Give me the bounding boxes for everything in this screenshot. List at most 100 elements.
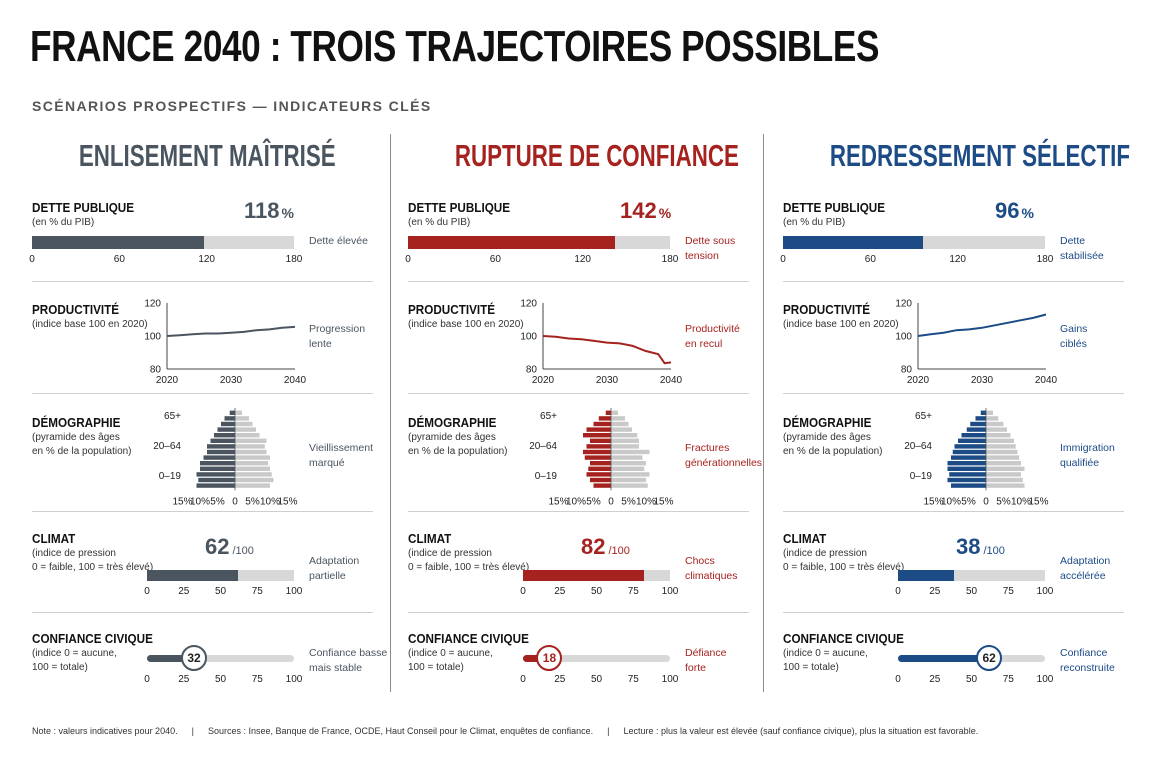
productivity-label: PRODUCTIVITÉ — [408, 302, 496, 317]
climate-note-2: partielle — [309, 570, 346, 582]
scenario-title: REDRESSEMENT SÉLECTIF — [829, 138, 1131, 173]
pyramid-bar-right — [986, 433, 1011, 438]
trust-label: CONFIANCE CIVIQUE — [783, 631, 904, 646]
pyramid-bar-right — [611, 472, 650, 477]
productivity-line — [917, 313, 1047, 337]
debt-axis-tick: 60 — [489, 254, 501, 265]
productivity-note-1: Gains — [1060, 323, 1088, 335]
trust-value-marker: 18 — [536, 645, 563, 671]
pyramid-bar-right — [611, 455, 643, 460]
pyramid-bar-right — [611, 477, 646, 483]
climate-sublabel: 0 = faible, 100 = très élevé) — [408, 562, 530, 573]
trust-value-marker: 62 — [976, 645, 1003, 671]
productivity-y-tick: 80 — [526, 365, 538, 376]
climate-note-2: climatiques — [685, 570, 738, 582]
pyramid-bar-right — [986, 472, 1021, 477]
trust-sublabel: (indice 0 = aucune, — [408, 648, 493, 659]
pyramid-x-tick: 0 — [232, 496, 238, 507]
debt-unit: % — [1021, 205, 1034, 221]
trust-bar-fill — [898, 655, 990, 662]
trust-sublabel: (indice 0 = aucune, — [783, 648, 868, 659]
trust-note-2: mais stable — [309, 662, 363, 674]
trust-axis-tick: 0 — [895, 674, 901, 685]
pyramid-x-tick: 0 — [983, 496, 989, 507]
pyramid-bar-right — [611, 433, 638, 438]
pyramid-bar-right — [986, 438, 1014, 443]
productivity-y-tick: 80 — [150, 365, 162, 376]
debt-sublabel: (en % du PIB) — [32, 217, 95, 228]
pyramid-x-tick: 15% — [172, 496, 192, 507]
pyramid-x-tick: 5% — [210, 496, 225, 507]
productivity-line — [542, 335, 672, 365]
trust-axis-tick: 25 — [178, 674, 190, 685]
trust-bar-track — [147, 655, 294, 662]
climate-bar-track — [523, 570, 670, 581]
trust-axis-tick: 50 — [965, 674, 978, 685]
debt-axis-tick: 120 — [574, 254, 591, 265]
debt-axis-tick: 180 — [285, 254, 303, 265]
pyramid-bar-left — [593, 483, 611, 488]
pyramid-bar-left — [961, 433, 986, 438]
pyramid-bar-right — [235, 449, 267, 455]
productivity-x-tick: 2020 — [907, 375, 930, 386]
climate-unit: /100 — [983, 545, 1005, 557]
climate-axis-tick: 75 — [1002, 586, 1014, 597]
pyramid-age-tick: 65+ — [915, 411, 932, 422]
pyramid-bar-left — [207, 444, 235, 449]
pyramid-bar-left — [947, 466, 986, 471]
debt-axis-tick: 60 — [113, 254, 125, 265]
pyramid-age-tick: 20–64 — [904, 441, 932, 452]
scenario-title: RUPTURE DE CONFIANCE — [454, 138, 739, 173]
productivity-x-tick: 2040 — [284, 375, 307, 386]
pyramid-bar-right — [611, 416, 625, 421]
section-divider — [783, 612, 1124, 613]
debt-unit: % — [281, 205, 294, 221]
climate-axis-tick: 25 — [178, 586, 190, 597]
section-divider — [408, 281, 749, 282]
pyramid-bar-left — [588, 466, 611, 471]
productivity-sublabel: (indice base 100 en 2020) — [32, 319, 148, 330]
demography-label: DÉMOGRAPHIE — [32, 415, 121, 430]
climate-value-number: 62 — [205, 534, 230, 559]
pyramid-bar-right — [611, 466, 645, 471]
trust-note-1: Confiance basse — [309, 647, 388, 659]
pyramid-bar-right — [986, 477, 1023, 483]
footer-sources: Sources : Insee, Banque de France, OCDE,… — [207, 726, 594, 736]
pyramid-bar-left — [590, 477, 611, 483]
productivity-label: PRODUCTIVITÉ — [783, 302, 871, 317]
climate-note-1: Adaptation — [1060, 555, 1111, 567]
pyramid-bar-left — [966, 427, 986, 432]
demography-note-2: marqué — [309, 457, 345, 469]
pyramid-x-tick: 10% — [566, 496, 586, 507]
pyramid-bar-left — [198, 477, 235, 483]
pyramid-bar-left — [224, 416, 235, 421]
debt-value: 118% — [244, 198, 294, 224]
footer: Note : valeurs indicatives pour 2040. | So… — [32, 726, 978, 736]
pyramid-bar-left — [947, 477, 986, 483]
pyramid-bar-right — [986, 416, 999, 421]
pyramid-bar-right — [986, 466, 1025, 471]
section-divider — [32, 281, 373, 282]
trust-axis-tick: 75 — [1002, 674, 1014, 685]
pyramid-bar-left — [970, 421, 986, 427]
pyramid-bar-right — [986, 427, 1007, 432]
section-divider — [408, 393, 749, 394]
climate-note-1: Chocs — [685, 555, 715, 567]
debt-axis-tick: 0 — [780, 254, 786, 265]
scenario-title: ENLISEMENT MAÎTRISÉ — [78, 138, 336, 173]
pyramid-bar-left — [217, 427, 235, 432]
pyramid-bar-right — [611, 427, 632, 432]
section-divider — [783, 511, 1124, 512]
scenario-column: ENLISEMENT MAÎTRISÉ DETTE PUBLIQUE (en % d… — [29, 0, 387, 768]
pyramid-bar-right — [611, 444, 639, 449]
pyramid-bar-left — [196, 472, 235, 477]
trust-sublabel: (indice 0 = aucune, — [32, 648, 117, 659]
pyramid-bar-left — [975, 416, 986, 421]
trust-sublabel: 100 = totale) — [32, 662, 88, 673]
pyramid-bar-left — [593, 421, 611, 427]
